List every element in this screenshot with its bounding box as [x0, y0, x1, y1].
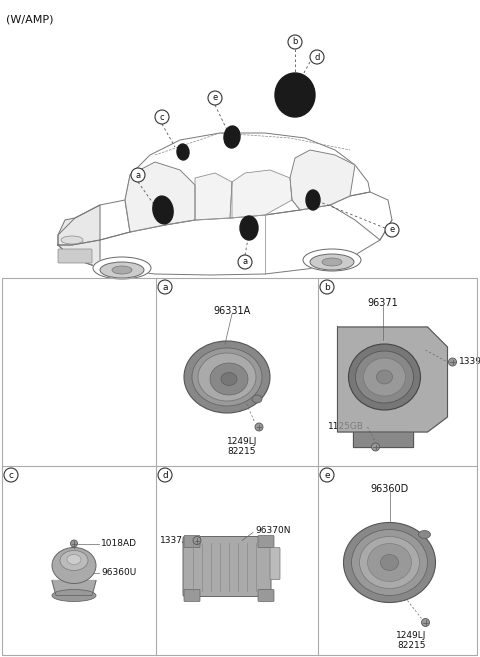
Circle shape [310, 50, 324, 64]
Polygon shape [58, 205, 100, 268]
Text: a: a [162, 283, 168, 292]
Circle shape [320, 280, 334, 294]
Polygon shape [290, 150, 355, 210]
Ellipse shape [100, 262, 144, 278]
Text: 1249LJ: 1249LJ [396, 631, 427, 639]
Circle shape [208, 91, 222, 105]
Ellipse shape [177, 144, 189, 160]
Ellipse shape [348, 344, 420, 410]
Ellipse shape [192, 348, 262, 406]
Ellipse shape [240, 216, 258, 240]
Circle shape [372, 443, 380, 451]
Ellipse shape [224, 126, 240, 148]
Ellipse shape [360, 537, 420, 589]
Text: 96371: 96371 [367, 298, 398, 308]
Circle shape [155, 110, 169, 124]
Polygon shape [58, 192, 392, 275]
Text: d: d [314, 53, 320, 62]
Ellipse shape [93, 257, 151, 279]
Text: (W/AMP): (W/AMP) [6, 14, 53, 24]
Ellipse shape [184, 341, 270, 413]
Circle shape [385, 223, 399, 237]
Text: 1018AD: 1018AD [101, 539, 137, 548]
Ellipse shape [52, 547, 96, 583]
Ellipse shape [67, 555, 81, 564]
Ellipse shape [351, 530, 428, 595]
Polygon shape [125, 162, 195, 232]
Ellipse shape [381, 555, 398, 570]
Ellipse shape [61, 236, 83, 244]
Text: b: b [292, 37, 298, 47]
Ellipse shape [376, 370, 393, 384]
Text: c: c [9, 470, 13, 480]
Circle shape [71, 540, 77, 547]
Text: c: c [160, 112, 164, 122]
FancyBboxPatch shape [184, 535, 200, 547]
Ellipse shape [60, 551, 88, 570]
Ellipse shape [344, 522, 435, 602]
Text: 96370N: 96370N [255, 526, 290, 535]
Bar [2, 278, 477, 655]
Text: 96331A: 96331A [214, 306, 251, 316]
Ellipse shape [153, 196, 173, 224]
Polygon shape [232, 170, 292, 218]
Text: 1125GB: 1125GB [327, 422, 363, 431]
FancyBboxPatch shape [184, 589, 200, 602]
Ellipse shape [198, 353, 256, 401]
Text: 1337AA: 1337AA [159, 536, 195, 545]
Circle shape [4, 468, 18, 482]
Polygon shape [52, 581, 96, 595]
Circle shape [320, 468, 334, 482]
FancyBboxPatch shape [183, 537, 271, 597]
Ellipse shape [306, 190, 320, 210]
Text: e: e [212, 93, 217, 102]
Text: a: a [135, 171, 141, 179]
Polygon shape [195, 173, 232, 220]
Polygon shape [125, 133, 370, 232]
Ellipse shape [52, 589, 96, 602]
Polygon shape [337, 327, 447, 432]
Circle shape [421, 618, 430, 627]
Text: e: e [324, 470, 330, 480]
Text: 1249LJ: 1249LJ [227, 437, 257, 446]
FancyBboxPatch shape [258, 535, 274, 547]
Polygon shape [58, 200, 130, 245]
Polygon shape [352, 432, 412, 447]
Text: d: d [162, 470, 168, 480]
FancyBboxPatch shape [258, 589, 274, 602]
Ellipse shape [322, 258, 342, 266]
Circle shape [448, 358, 456, 366]
Text: e: e [389, 225, 395, 235]
Text: b: b [324, 283, 330, 292]
FancyBboxPatch shape [58, 249, 92, 263]
Ellipse shape [303, 249, 361, 271]
Circle shape [238, 255, 252, 269]
Circle shape [193, 537, 201, 545]
Text: 82215: 82215 [397, 641, 426, 650]
Text: 1339CC: 1339CC [458, 357, 480, 367]
Ellipse shape [419, 530, 431, 539]
Text: 96360D: 96360D [371, 484, 408, 494]
Ellipse shape [356, 351, 413, 403]
Text: 96360U: 96360U [101, 568, 136, 577]
Circle shape [255, 423, 263, 431]
Text: 82215: 82215 [228, 447, 256, 456]
Ellipse shape [252, 395, 262, 403]
Ellipse shape [221, 373, 237, 386]
Circle shape [131, 168, 145, 182]
Ellipse shape [112, 266, 132, 274]
Ellipse shape [368, 543, 411, 581]
Ellipse shape [275, 73, 315, 117]
Text: a: a [242, 258, 248, 267]
Circle shape [158, 280, 172, 294]
FancyBboxPatch shape [270, 547, 280, 579]
Ellipse shape [363, 358, 406, 396]
Ellipse shape [210, 363, 248, 395]
Ellipse shape [310, 254, 354, 270]
Circle shape [288, 35, 302, 49]
Circle shape [158, 468, 172, 482]
